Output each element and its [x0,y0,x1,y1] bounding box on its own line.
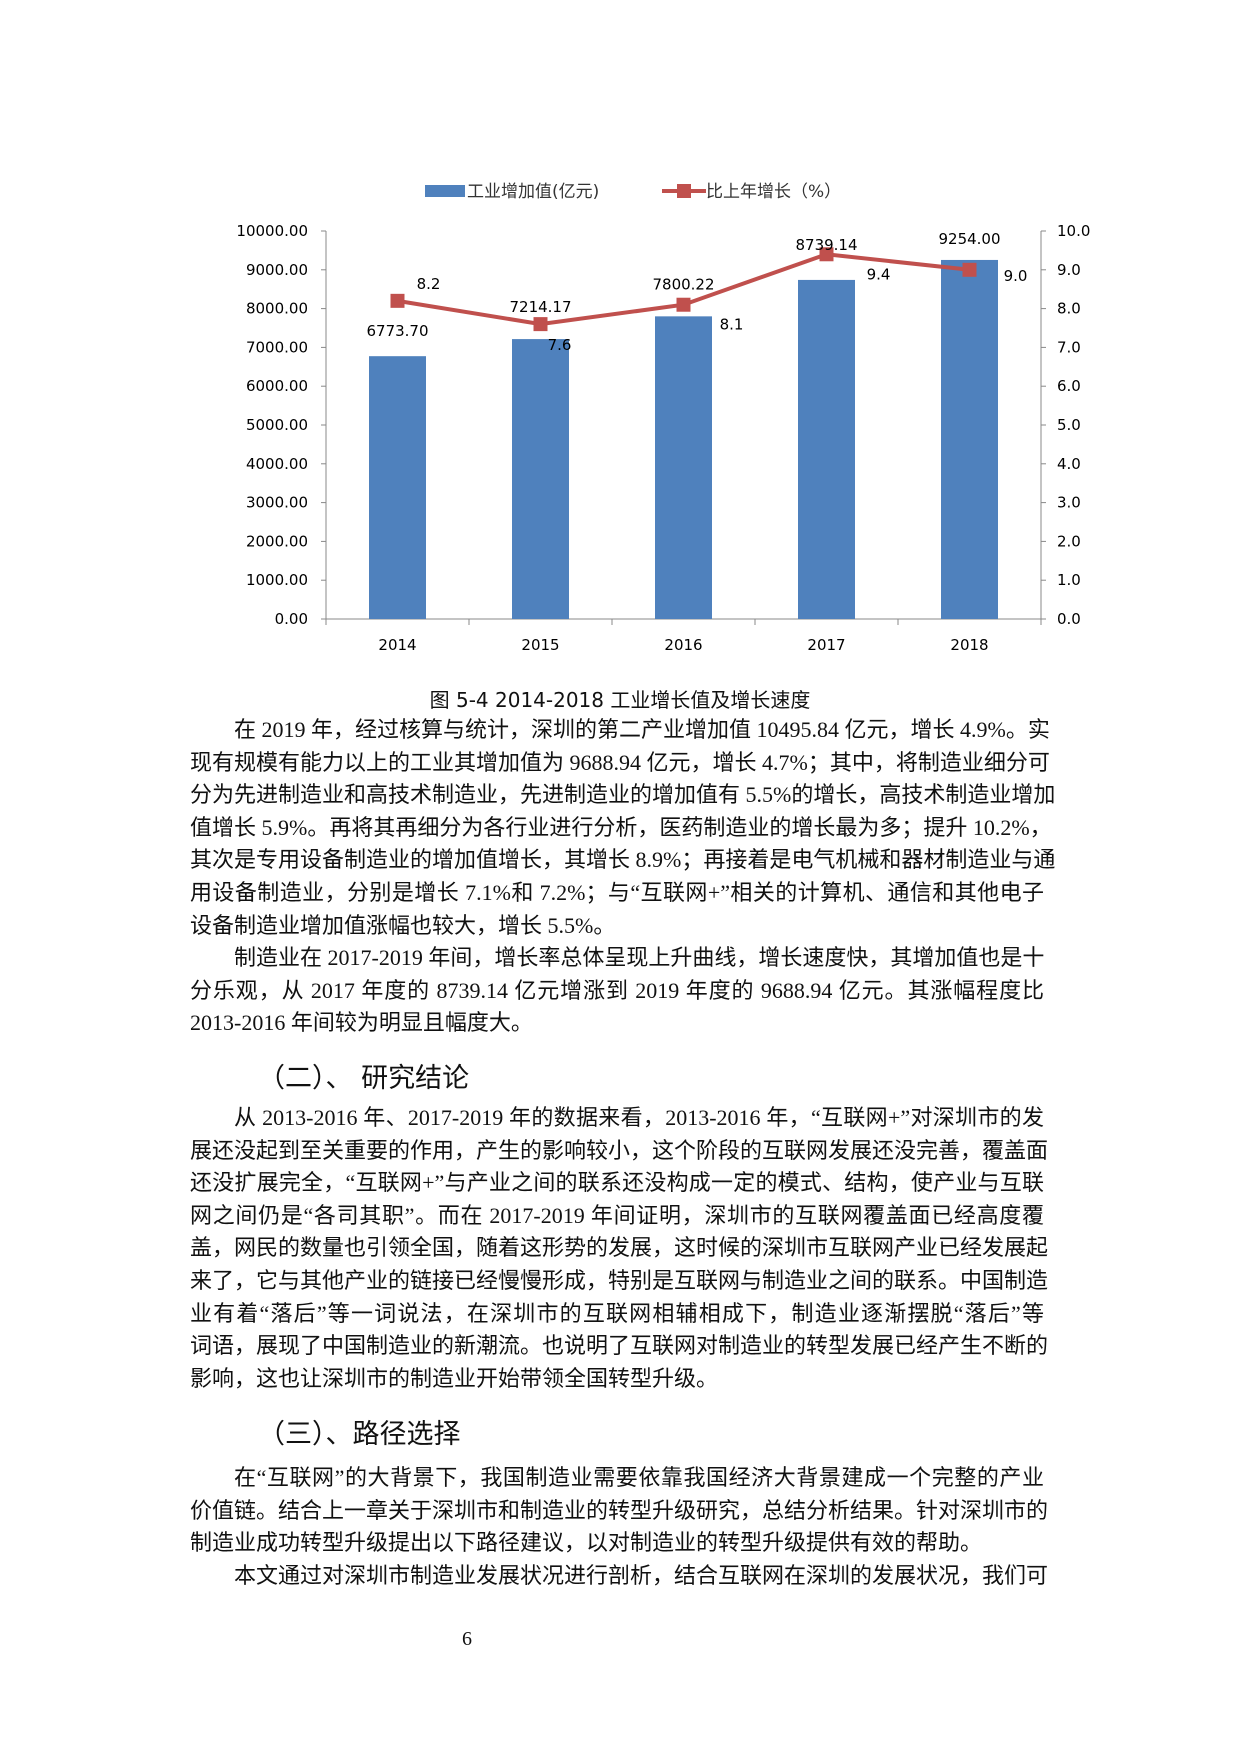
line-data-label: 8.1 [720,316,744,334]
text-line: 分乐观，从 2017 年度的 8739.14 亿元增涨到 2019 年度的 96… [190,977,1044,1003]
right-tick-label: 3.0 [1057,494,1081,512]
left-tick-label: 3000.00 [246,494,308,512]
paragraph-4: 在“互联网”的大背景下，我国制造业需要依靠我国经济大背景建成一个完整的产业价值链… [190,1462,1049,1560]
left-tick-label: 9000.00 [246,261,308,279]
left-tick-label: 0.00 [275,610,308,628]
paragraph-1: 在 2019 年，经过核算与统计，深圳的第二产业增加值 10495.84 亿元，… [190,714,1056,942]
text-line: 设备制造业增加值涨幅也较大，增长 5.5%。 [190,912,616,938]
page-number: 6 [462,1628,472,1650]
paragraph-5: 本文通过对深圳市制造业发展状况进行剖析，结合互联网在深圳的发展状况，我们可 [190,1560,1049,1593]
x-tick-label: 2014 [378,636,416,654]
text-line: 价值链。结合上一章关于深圳市和制造业的转型升级研究，总结分析结果。针对深圳市的 [190,1497,1049,1523]
left-tick-label: 5000.00 [246,416,308,434]
x-tick-label: 2016 [664,636,702,654]
bar [512,339,569,619]
text-line: 值增长 5.9%。再将其再细分为各行业进行分析，医药制造业的增长最为多；提升 1… [190,814,1052,840]
growth-marker [533,317,548,332]
right-tick-label: 6.0 [1057,377,1081,395]
bar-data-label: 9254.00 [938,230,1000,248]
right-tick-label: 7.0 [1057,338,1081,356]
left-tick-label: 10000.00 [236,222,308,240]
text-line: 2013-2016 年间较为明显且幅度大。 [190,1010,533,1036]
text-line: 现有规模有能力以上的工业其增加值为 9688.94 亿元，增长 4.7%；其中，… [190,749,1050,775]
right-tick-label: 2.0 [1057,532,1081,550]
line-data-label: 7.6 [548,336,572,354]
legend-bar-swatch [425,185,465,197]
right-tick-label: 5.0 [1057,416,1081,434]
text-line: 来了，它与其他产业的链接已经慢慢形成，特别是互联网与制造业之间的联系。中国制造 [190,1267,1049,1293]
text-line: 盖，网民的数量也引领全国，随着这形势的发展，这时候的深圳市互联网产业已经发展起 [190,1235,1049,1261]
x-tick-label: 2018 [950,636,988,654]
text-line: 词语，展现了中国制造业的新潮流。也说明了互联网对制造业的转型发展已经产生不断的 [190,1333,1049,1359]
figure-caption: 图 5-4 2014-2018 工业增长值及增长速度 [429,688,811,712]
right-tick-label: 10.0 [1057,222,1090,240]
text-line: 制造业成功转型升级提出以下路径建议，以对制造业的转型升级提供有效的帮助。 [190,1530,983,1556]
text-line: 制造业在 2017-2019 年间，增长率总体呈现上升曲线，增长速度快，其增加值… [234,945,1045,970]
text-line: 影响，这也让深圳市的制造业开始带领全国转型升级。 [190,1365,719,1391]
text-line: 业有着“落后”等一词说法，在深圳市的互联网相辅相成下，制造业逐渐摆脱“落后”等 [190,1300,1044,1326]
legend-line-label: 比上年增长（%） [706,182,841,202]
line-data-label: 9.4 [867,265,891,283]
section-heading-2: （二）、 研究结论 [258,1063,470,1094]
right-tick-label: 1.0 [1057,571,1081,589]
left-tick-label: 4000.00 [246,455,308,473]
growth-marker [676,297,691,312]
left-tick-label: 6000.00 [246,377,308,395]
growth-marker [962,262,977,277]
text-line: 在 2019 年，经过核算与统计，深圳的第二产业增加值 10495.84 亿元，… [234,717,1050,742]
bar [941,259,998,619]
right-tick-label: 4.0 [1057,455,1081,473]
left-tick-label: 2000.00 [246,532,308,550]
text-line: 展还没起到至关重要的作用，产生的影响较小，这个阶段的互联网发展还没完善，覆盖面 [190,1137,1049,1163]
bar-data-label: 6773.70 [366,322,428,340]
text-line: 其次是专用设备制造业的增加值增长，其增长 8.9%；再接着是电气机械和器材制造业… [190,847,1056,873]
left-tick-label: 1000.00 [246,571,308,589]
text-line: 网之间仍是“各司其职”。而在 2017-2019 年间证明，深圳市的互联网覆盖面… [190,1202,1044,1228]
bar [798,279,855,619]
text-line: 从 2013-2016 年、2017-2019 年的数据来看，2013-2016… [234,1105,1044,1130]
text-line: 在“互联网”的大背景下，我国制造业需要依靠我国经济大背景建成一个完整的产业 [234,1465,1044,1490]
bar-data-label: 8739.14 [795,236,857,254]
growth-marker [390,293,405,308]
text-line: 分为先进制造业和高技术制造业，先进制造业的增加值有 5.5%的增长，高技术制造业… [190,782,1056,808]
growth-marker [819,247,834,262]
left-tick-label: 7000.00 [246,338,308,356]
right-tick-label: 9.0 [1057,261,1081,279]
text-line: 用设备制造业，分别是增长 7.1%和 7.2%；与“互联网+”相关的计算机、通信… [190,879,1044,905]
chart: 0.00 1000.00 2000.00 3000.00 4000.00 5000.00 6… [236,182,1090,654]
bar [369,356,426,619]
legend-line-marker [677,184,691,198]
line-data-label: 8.2 [417,275,441,293]
bar [655,316,712,619]
line-data-label: 9.0 [1004,267,1028,285]
section-heading-3: （三）、路径选择 [258,1419,461,1450]
paragraph-3: 从 2013-2016 年、2017-2019 年的数据来看，2013-2016… [190,1102,1049,1395]
left-tick-label: 8000.00 [246,300,308,318]
text-line: 还没扩展完全，“互联网+”与产业之间的联系还没构成一定的模式、结构，使产业与互联 [190,1170,1044,1196]
text-line: 本文通过对深圳市制造业发展状况进行剖析，结合互联网在深圳的发展状况，我们可 [234,1563,1049,1588]
x-tick-label: 2017 [807,636,845,654]
x-tick-label: 2015 [521,636,559,654]
paragraph-2: 制造业在 2017-2019 年间，增长率总体呈现上升曲线，增长速度快，其增加值… [190,942,1044,1040]
bar-data-label: 7214.17 [509,298,571,316]
legend-bar-label: 工业增加值(亿元) [467,182,599,202]
right-tick-label: 8.0 [1057,300,1081,318]
right-tick-label: 0.0 [1057,610,1081,628]
bar-data-label: 7800.22 [652,275,714,293]
